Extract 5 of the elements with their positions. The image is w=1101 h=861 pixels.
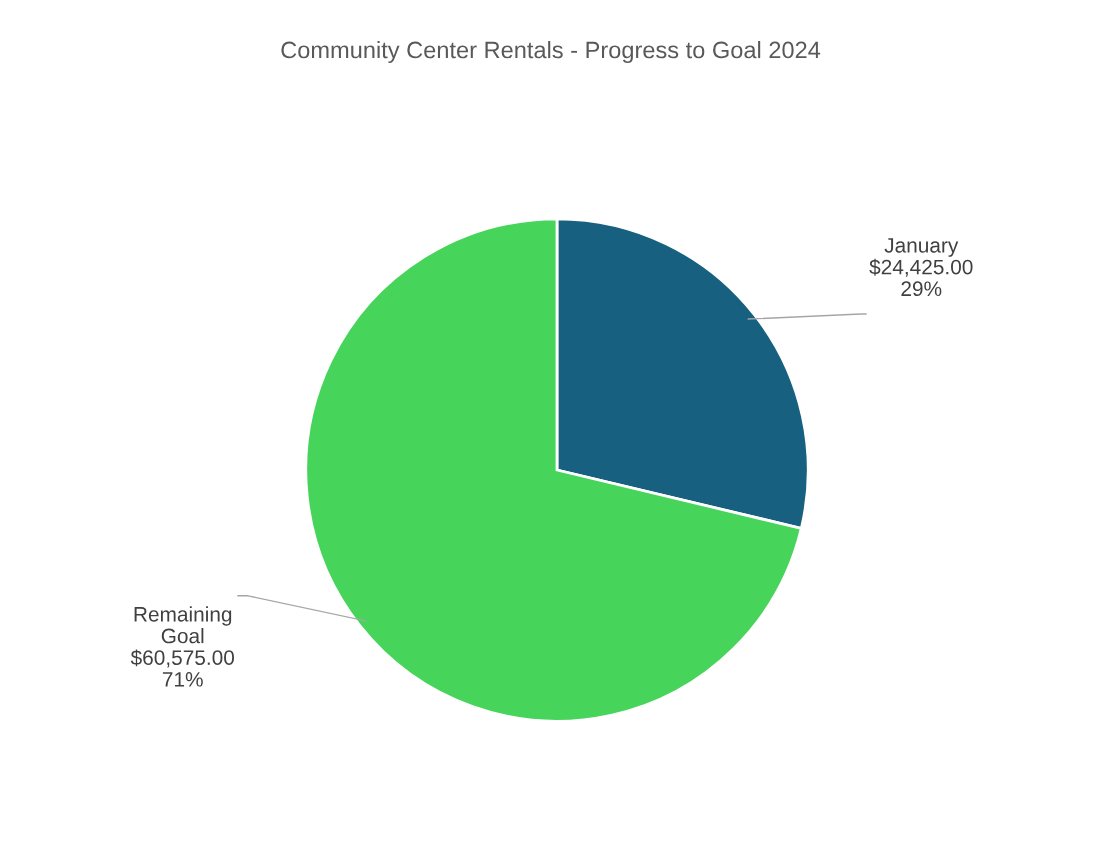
data-label: $60,575.00 71% <box>130 649 235 687</box>
slice-label: Remaining Goal <box>134 606 232 644</box>
slice-label: January <box>884 238 959 257</box>
chart-title: Community Center Rentals - Progress to Goal 2024 <box>281 41 821 63</box>
data-label: $24,425.00 29% <box>869 258 973 297</box>
